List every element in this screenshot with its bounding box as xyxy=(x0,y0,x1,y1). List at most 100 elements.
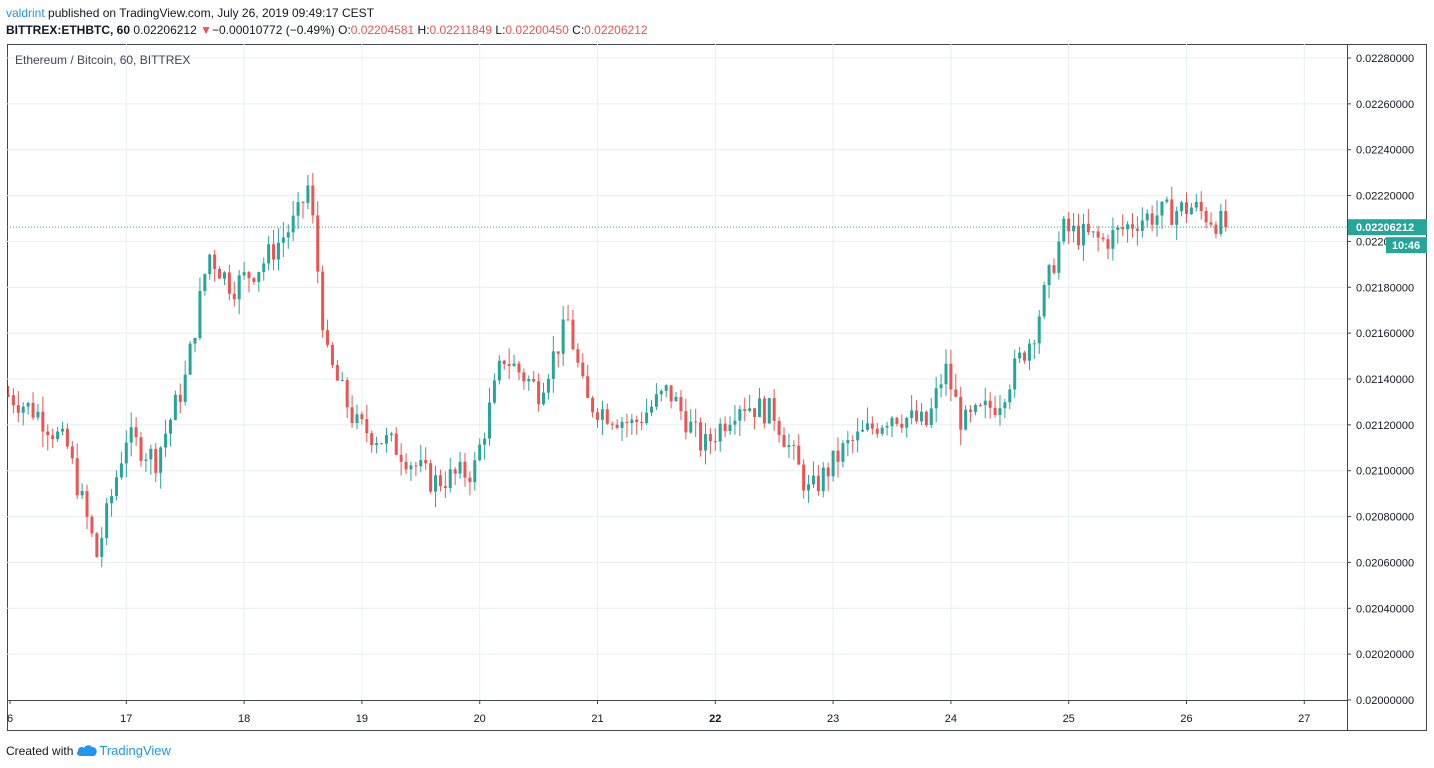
candle xyxy=(419,444,423,473)
candle xyxy=(811,461,815,488)
candle xyxy=(1062,215,1066,245)
candle-body xyxy=(689,421,693,433)
candle-body xyxy=(345,380,349,408)
candle xyxy=(669,385,673,409)
created-with-label: Created with xyxy=(6,744,74,758)
candle xyxy=(237,269,241,315)
candle xyxy=(321,265,325,338)
candle-body xyxy=(1111,229,1115,249)
candle xyxy=(149,444,153,475)
candle-body xyxy=(1042,285,1046,317)
candle-body xyxy=(291,215,295,233)
y-tick-label: 0.02060000 xyxy=(1356,557,1414,569)
candle-body xyxy=(419,460,423,467)
x-tick-label: 24 xyxy=(945,713,957,725)
tradingview-brand-link[interactable]: TradingView xyxy=(99,743,171,758)
candle-body xyxy=(973,405,977,412)
candle xyxy=(365,404,369,443)
candle xyxy=(429,459,433,494)
candle xyxy=(596,408,599,428)
close-value: 0.02206212 xyxy=(584,23,648,37)
candle xyxy=(1199,191,1203,220)
candle-body xyxy=(703,434,707,451)
candle xyxy=(846,431,850,457)
candle-body xyxy=(527,379,531,382)
candle xyxy=(551,335,555,393)
y-tick-label: 0.02120000 xyxy=(1356,420,1414,432)
candle-body xyxy=(1140,220,1144,231)
candle xyxy=(1096,225,1100,252)
high-label: H: xyxy=(417,23,430,37)
candle-body xyxy=(335,364,339,381)
publish-info: valdrint published on TradingView.com, J… xyxy=(6,6,374,20)
candle-body xyxy=(434,475,438,492)
candle xyxy=(556,351,560,368)
candle-body xyxy=(1185,202,1188,215)
candle xyxy=(1008,384,1012,410)
candle xyxy=(713,428,717,451)
candle-body xyxy=(208,254,212,275)
candle-body xyxy=(75,458,79,496)
candle-body xyxy=(684,411,688,433)
candle xyxy=(836,437,840,478)
candle-body xyxy=(1180,202,1184,212)
candle xyxy=(861,420,865,433)
candle xyxy=(56,427,60,442)
candle-body xyxy=(905,417,909,428)
candle xyxy=(281,221,285,257)
candle xyxy=(1170,186,1174,226)
candle xyxy=(380,442,384,445)
candle-body xyxy=(311,185,315,216)
candle xyxy=(1027,339,1031,371)
candle-body xyxy=(738,409,742,421)
candle xyxy=(296,191,300,230)
candle-body xyxy=(198,291,202,338)
price-chart[interactable]: 0.02280000 0.02260000 0.02240000 0.02220000… xyxy=(0,0,1434,740)
candle xyxy=(394,427,398,456)
author-link[interactable]: valdrint xyxy=(6,6,45,20)
candle xyxy=(743,397,747,422)
candle-body xyxy=(978,405,982,407)
candle xyxy=(664,384,668,398)
candle-body xyxy=(321,271,325,331)
candle-body xyxy=(1209,222,1213,225)
candle xyxy=(733,404,737,435)
candle xyxy=(831,450,835,482)
candle-body xyxy=(954,389,958,397)
candle xyxy=(1091,231,1095,238)
candle xyxy=(1116,225,1120,244)
candle xyxy=(605,403,609,426)
candle-body xyxy=(159,447,163,473)
candle-body xyxy=(939,384,943,389)
candle xyxy=(80,483,84,500)
candle-body xyxy=(591,397,595,413)
candle xyxy=(880,424,884,437)
candle-body xyxy=(262,263,266,273)
candle-body xyxy=(1116,227,1120,230)
candle xyxy=(537,373,541,412)
candle-body xyxy=(1027,343,1031,361)
candle xyxy=(257,271,261,292)
candle-body xyxy=(1067,218,1071,232)
candle-body xyxy=(360,414,364,420)
candle-body xyxy=(1155,215,1159,225)
candle-body xyxy=(443,486,447,489)
candle-body xyxy=(1096,231,1100,238)
candle xyxy=(311,172,315,224)
candle-body xyxy=(306,185,310,203)
candle-body xyxy=(7,395,10,397)
candle xyxy=(1081,213,1085,261)
candle-body xyxy=(679,397,683,412)
candle-body xyxy=(389,433,393,436)
candle xyxy=(468,471,472,496)
candle xyxy=(542,382,546,406)
candle-body xyxy=(11,395,15,406)
candle xyxy=(856,418,860,453)
candle xyxy=(1101,232,1105,242)
chart-border xyxy=(7,44,1427,731)
candle xyxy=(1047,263,1051,299)
candle xyxy=(183,360,187,406)
candle xyxy=(772,389,776,431)
candle-body xyxy=(846,440,850,444)
candle xyxy=(1180,200,1184,217)
